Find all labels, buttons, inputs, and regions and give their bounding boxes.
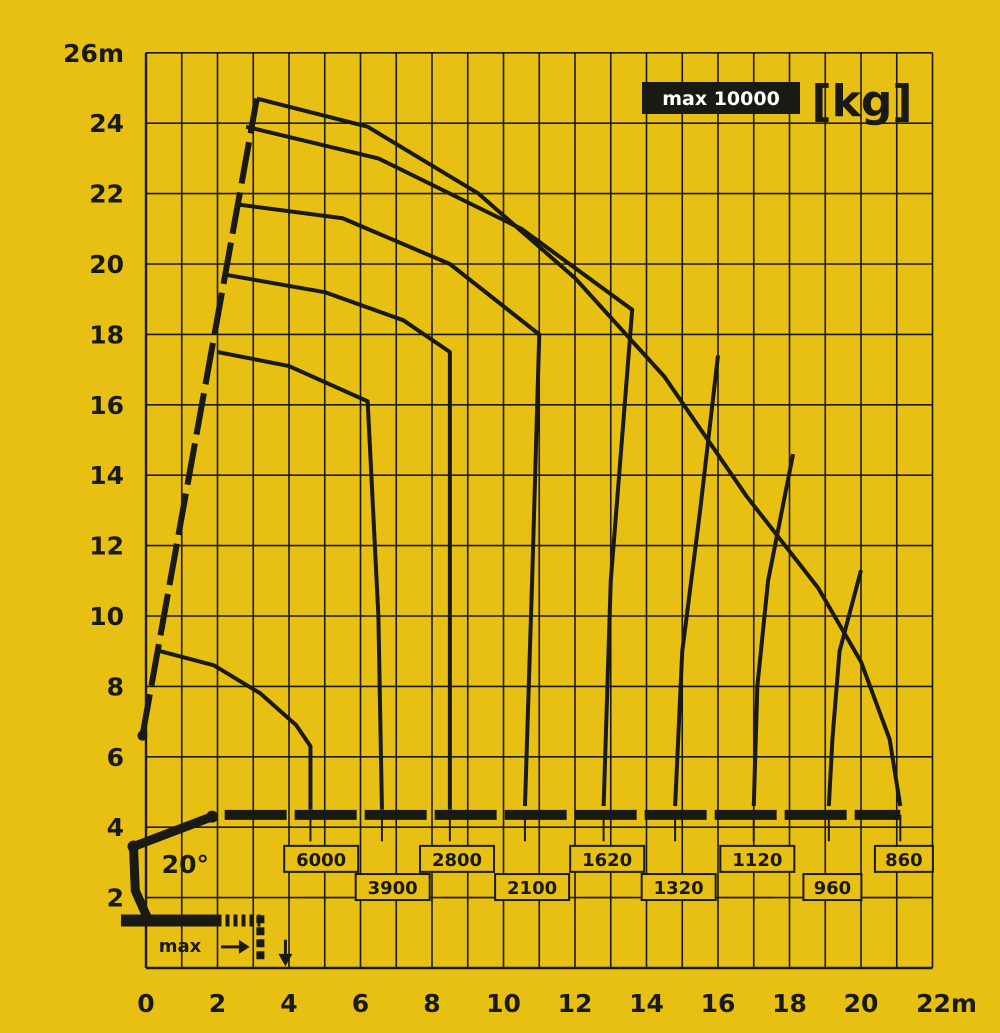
series-line-3900 xyxy=(217,350,384,810)
y-tick-label: 6 xyxy=(107,743,124,772)
grid xyxy=(145,51,934,969)
x-tick-label: 14 xyxy=(629,989,664,1018)
capacity-badge: max 10000 [kg] xyxy=(642,76,912,127)
y-tick-label: 16 xyxy=(89,391,124,420)
load-label-1620: 1620 xyxy=(582,850,632,871)
x-tick-label: 12 xyxy=(558,989,593,1018)
envelope-curve xyxy=(256,96,903,807)
down-arrow-icon xyxy=(278,953,293,967)
series-line-960 xyxy=(826,569,863,807)
load-label-2100: 2100 xyxy=(507,878,557,899)
load-label-3900: 3900 xyxy=(368,878,418,899)
max-arrow-icon xyxy=(238,939,250,954)
load-label-box xyxy=(419,844,496,873)
load-label-box xyxy=(640,873,717,902)
badge-box xyxy=(642,82,800,114)
load-label-box xyxy=(354,873,431,902)
series-line-2100 xyxy=(235,202,542,807)
y-tick-label: 26m xyxy=(63,39,124,68)
max-label: max xyxy=(159,936,202,957)
load-label-box xyxy=(719,844,796,873)
x-tick-label: 22m xyxy=(916,989,977,1018)
y-tick-label: 22 xyxy=(89,180,124,209)
series-line-6000 xyxy=(159,649,313,810)
load-label-box xyxy=(873,844,934,873)
load-label-2800: 2800 xyxy=(432,850,482,871)
x-tick-label: 2 xyxy=(209,989,226,1018)
load-label-960: 960 xyxy=(814,878,852,899)
crane-column xyxy=(128,846,152,921)
y-tick-label: 24 xyxy=(89,109,124,138)
boom-start-point xyxy=(137,730,148,741)
crane-base: 20° max xyxy=(120,730,902,967)
load-label-box xyxy=(802,873,863,902)
inner-boom xyxy=(131,812,214,851)
y-tick-label: 4 xyxy=(107,813,124,842)
x-tick-label: 16 xyxy=(701,989,736,1018)
series-line-1120 xyxy=(751,453,796,807)
load-label-box xyxy=(494,873,571,902)
angle-label: 20° xyxy=(162,850,209,879)
badge-text: max 10000 xyxy=(662,88,780,110)
load-labels: 6000 3900 2800 2100 1620 1320 1120 960 860 xyxy=(283,844,934,902)
load-label-box xyxy=(283,844,360,873)
y-tick-label: 18 xyxy=(89,320,124,349)
y-tick-label: 10 xyxy=(89,602,124,631)
load-label-1320: 1320 xyxy=(654,878,704,899)
series-line-1320 xyxy=(673,355,720,807)
axes: 0 2 4 6 8 10 12 14 16 18 20 22m24681012141618202224… xyxy=(63,39,977,1018)
y-tick-label: 12 xyxy=(89,532,124,561)
load-curves xyxy=(139,96,903,810)
x-tick-label: 8 xyxy=(423,989,440,1018)
x-tick-label: 6 xyxy=(352,989,369,1018)
x-tick-label: 0 xyxy=(137,989,154,1018)
y-tick-label: 2 xyxy=(107,884,124,913)
load-label-6000: 6000 xyxy=(296,850,346,871)
unit-label: [kg] xyxy=(812,76,913,127)
x-tick-label: 18 xyxy=(772,989,807,1018)
y-tick-label: 20 xyxy=(89,250,124,279)
series-line-1620 xyxy=(245,124,635,807)
series-line-2800 xyxy=(224,272,452,810)
y-tick-label: 14 xyxy=(89,461,124,490)
boom-joint xyxy=(206,810,219,823)
x-tick-label: 4 xyxy=(280,989,297,1018)
load-label-1120: 1120 xyxy=(732,850,782,871)
load-label-box xyxy=(569,844,646,873)
y-tick-label: 8 xyxy=(107,672,124,701)
x-tick-label: 20 xyxy=(844,989,879,1018)
x-tick-label: 10 xyxy=(486,989,521,1018)
load-label-860: 860 xyxy=(885,850,923,871)
